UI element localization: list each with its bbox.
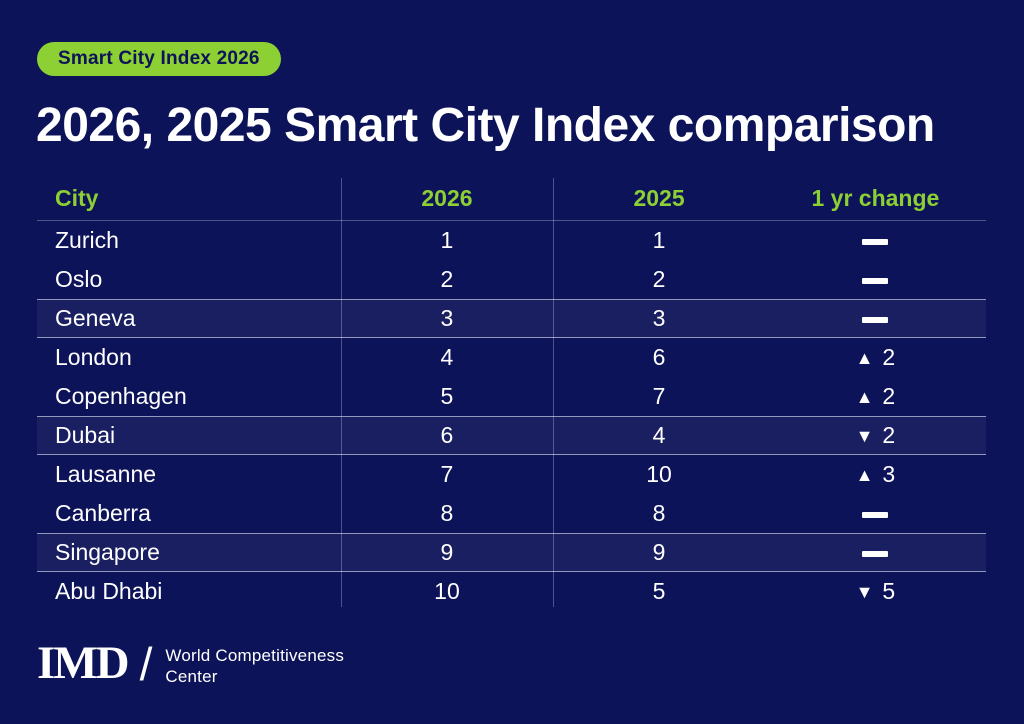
table-row: London 4 6 ▲ 2: [37, 338, 986, 377]
city-cell: Copenhagen: [55, 383, 187, 409]
no-change-icon: [862, 238, 889, 245]
rank-2025-cell: 9: [652, 539, 666, 565]
change-cell: [765, 539, 986, 566]
table-row: Copenhagen 5 7 ▲ 2: [37, 377, 986, 416]
table-row: Dubai 6 4 ▼ 2: [37, 416, 986, 455]
footer-logo-lockup: IMD / World Competitiveness Center: [37, 637, 344, 690]
table-row: Abu Dhabi 10 5 ▼ 5: [37, 572, 986, 611]
column-header-1yr-change: 1 yr change: [811, 185, 940, 211]
city-cell: Singapore: [55, 539, 160, 565]
table-row: Lausanne 7 10 ▲ 3: [37, 455, 986, 494]
table-row: Oslo 2 2: [37, 260, 986, 299]
change-cell: [765, 266, 986, 293]
rank-2025-cell: 7: [652, 383, 666, 409]
up-arrow-icon: ▲: [855, 348, 874, 368]
rank-2026-cell: 5: [440, 383, 454, 409]
rank-2025-cell: 2: [652, 266, 666, 292]
column-divider-city-2026: [340, 178, 342, 607]
rank-2026-cell: 7: [440, 461, 454, 487]
table-header-row: City 2026 2025 1 yr change: [37, 177, 986, 221]
column-header-city: City: [55, 185, 99, 211]
down-arrow-icon: ▼: [855, 582, 874, 602]
rank-2025-cell: 5: [652, 578, 666, 604]
change-cell: ▼ 2: [855, 422, 896, 448]
city-cell: Canberra: [55, 500, 151, 526]
org-name-line1: World Competitiveness: [165, 645, 345, 665]
rank-2025-cell: 6: [652, 344, 666, 370]
rank-2026-cell: 6: [440, 422, 454, 448]
imd-logo: IMD: [37, 637, 130, 689]
change-cell: ▲ 2: [855, 344, 896, 370]
no-change-icon: [862, 550, 889, 557]
no-change-icon: [862, 511, 889, 518]
city-cell: Oslo: [55, 266, 103, 292]
rank-2026-cell: 1: [440, 227, 454, 253]
up-arrow-icon: ▲: [855, 387, 874, 407]
rank-2025-cell: 3: [652, 305, 666, 331]
slash-divider: /: [139, 637, 153, 690]
change-cell: [765, 227, 986, 254]
page-title: 2026, 2025 Smart City Index comparison: [36, 99, 935, 152]
table-body: Zurich 1 1 Oslo 2 2 Geneva 3 3 London 4 6 ▲ 2 Copenhag…: [37, 221, 986, 611]
rank-2026-cell: 10: [434, 578, 460, 604]
column-header-2026: 2026: [421, 185, 473, 211]
rank-2025-cell: 10: [646, 461, 672, 487]
rank-2026-cell: 2: [440, 266, 454, 292]
rank-2026-cell: 4: [440, 344, 454, 370]
rank-2025-cell: 8: [652, 500, 666, 526]
up-arrow-icon: ▲: [855, 465, 874, 485]
org-name-line2: Center: [165, 666, 218, 686]
change-cell: [765, 305, 986, 332]
edition-badge: Smart City Index 2026: [37, 42, 281, 76]
no-change-icon: [862, 316, 889, 323]
edition-badge-label: Smart City Index 2026: [58, 48, 260, 69]
comparison-table: City 2026 2025 1 yr change Zurich 1 1 Oslo 2…: [37, 177, 986, 611]
city-cell: Lausanne: [55, 461, 157, 487]
table-row: Singapore 9 9: [37, 533, 986, 572]
column-divider-2026-2025: [553, 178, 555, 607]
rank-2026-cell: 8: [440, 500, 454, 526]
table-row: Canberra 8 8: [37, 494, 986, 533]
city-cell: Abu Dhabi: [55, 578, 163, 604]
rank-2026-cell: 3: [440, 305, 454, 331]
column-header-2025: 2025: [633, 185, 685, 211]
city-cell: Zurich: [55, 227, 119, 253]
city-cell: London: [55, 344, 132, 370]
change-cell: ▲ 3: [855, 461, 896, 487]
city-cell: Dubai: [55, 422, 116, 448]
rank-2025-cell: 1: [652, 227, 666, 253]
rank-2025-cell: 4: [652, 422, 666, 448]
no-change-icon: [862, 277, 889, 284]
down-arrow-icon: ▼: [855, 426, 874, 446]
org-name: World Competitiveness Center: [165, 645, 344, 687]
change-cell: ▲ 2: [855, 383, 896, 409]
rank-2026-cell: 9: [440, 539, 454, 565]
change-cell: ▼ 5: [855, 578, 896, 604]
change-cell: [765, 500, 986, 527]
city-cell: Geneva: [55, 305, 136, 331]
table-row: Zurich 1 1: [37, 221, 986, 260]
table-row: Geneva 3 3: [37, 299, 986, 338]
